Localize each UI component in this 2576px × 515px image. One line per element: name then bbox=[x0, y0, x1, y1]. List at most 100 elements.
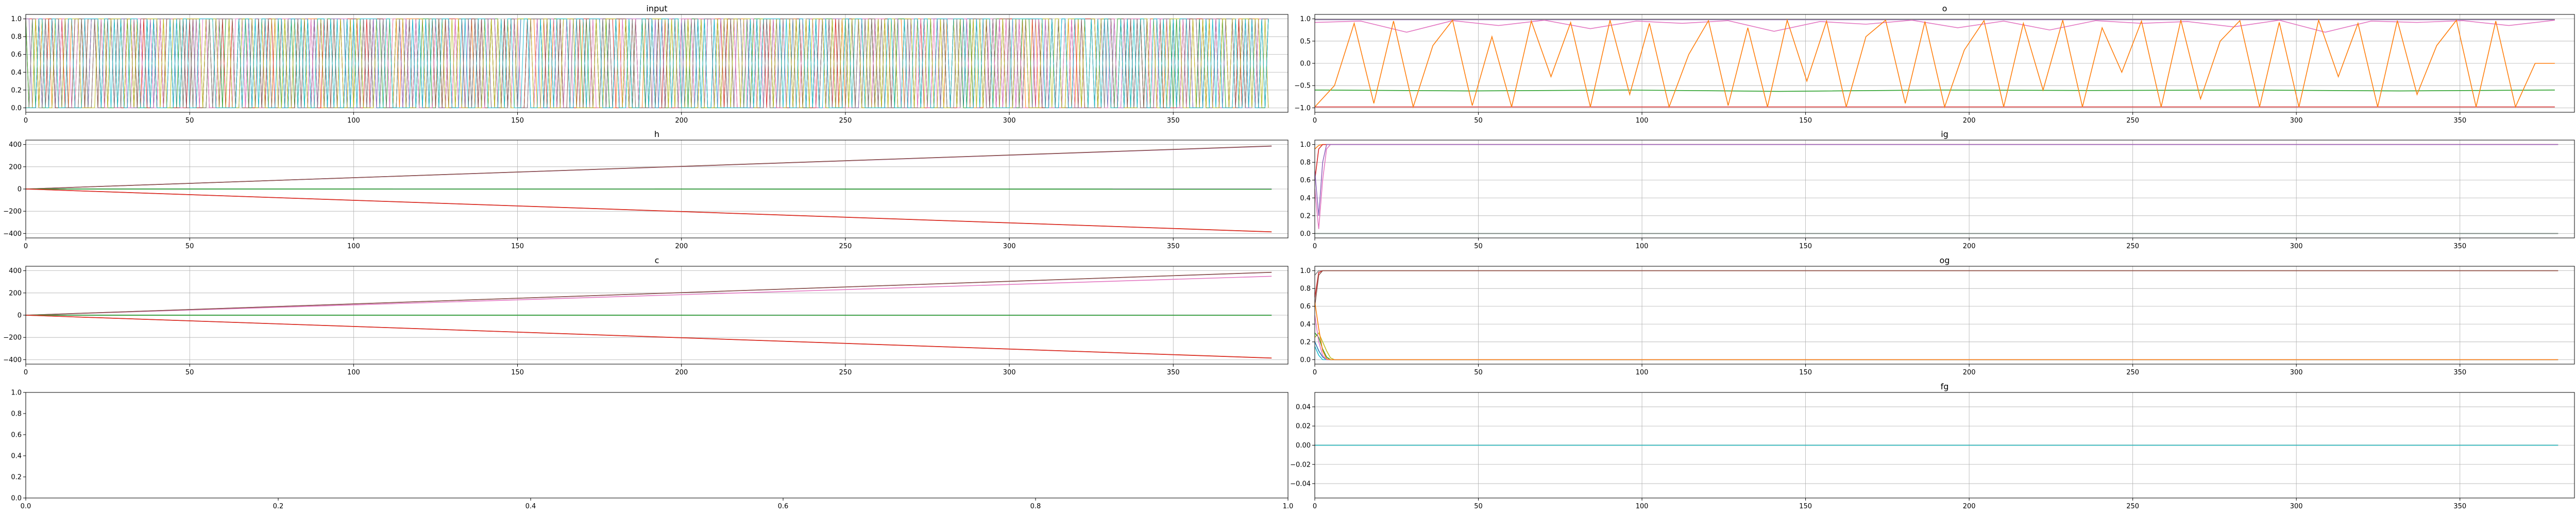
x-tick-label: 0.4 bbox=[526, 503, 536, 510]
x-tick-label: 50 bbox=[1474, 503, 1483, 510]
x-tick-label: 300 bbox=[2290, 243, 2303, 250]
subplot-title: fg bbox=[1941, 382, 1949, 391]
x-tick-label: 300 bbox=[1003, 243, 1016, 250]
x-tick-label: 300 bbox=[1003, 117, 1016, 125]
series-line bbox=[1315, 315, 2558, 360]
series-line bbox=[1315, 332, 2558, 360]
x-tick-label: 200 bbox=[1963, 243, 1976, 250]
y-tick-label: 0.0 bbox=[11, 105, 22, 112]
plot-area-h bbox=[26, 145, 1272, 233]
x-tick-label: 150 bbox=[1799, 243, 1812, 250]
y-tick-label: 400 bbox=[9, 267, 22, 275]
y-tick-label: 0.2 bbox=[1300, 212, 1311, 220]
y-tick-label: 0.2 bbox=[11, 474, 22, 482]
y-tick-label: −400 bbox=[3, 230, 22, 238]
x-tick-label: 150 bbox=[1799, 503, 1812, 510]
x-tick-label: 0 bbox=[1313, 243, 1317, 250]
y-tick-label: −0.5 bbox=[1294, 82, 1311, 90]
y-tick-label: 0.0 bbox=[1300, 60, 1311, 68]
x-tick-label: 100 bbox=[1636, 117, 1649, 125]
x-tick-label: 100 bbox=[347, 243, 360, 250]
subplot-og: 0 50 100 150 200 250 300 350 0.0 0.2 0.4 0.6 0.8 1.0 o… bbox=[1300, 255, 2575, 376]
y-tick-label: 200 bbox=[9, 289, 22, 297]
y-tick-label: 1.0 bbox=[1300, 141, 1311, 149]
x-tick-label: 150 bbox=[511, 369, 524, 376]
subplot-title: og bbox=[1940, 255, 1950, 265]
series-line bbox=[1315, 90, 2555, 92]
x-tick-label: 100 bbox=[1636, 369, 1649, 376]
series-line bbox=[1315, 270, 2558, 276]
plot-area-c bbox=[26, 271, 1272, 359]
y-tick-label: 0 bbox=[18, 312, 22, 320]
x-tick-label: 250 bbox=[2126, 369, 2139, 376]
series-line bbox=[26, 19, 1269, 108]
x-tick-label: 150 bbox=[511, 243, 524, 250]
y-tick-label: 0.04 bbox=[1296, 403, 1311, 411]
x-tick-label: 50 bbox=[185, 369, 194, 376]
y-tick-label: 400 bbox=[9, 141, 22, 149]
plot-area-ig bbox=[1315, 144, 2558, 234]
y-tick-label: 0.6 bbox=[1300, 303, 1311, 311]
series-line bbox=[1315, 270, 2558, 306]
x-tick-label: 0 bbox=[24, 243, 28, 250]
y-tick-label: −200 bbox=[3, 208, 22, 216]
y-tick-label: −200 bbox=[3, 334, 22, 342]
subplot-input: 0 50 100 150 200 250 300 350 0.0 0.2 0.4 0.6 0.8 1.0 i… bbox=[11, 4, 1289, 125]
axes-frame bbox=[1314, 140, 2575, 238]
plot-area-input bbox=[26, 19, 1269, 108]
y-tick-label: 0.8 bbox=[1300, 285, 1311, 293]
series-line bbox=[1315, 144, 2558, 216]
y-tick-label: 0.4 bbox=[11, 453, 22, 460]
x-tick-label: 50 bbox=[185, 243, 194, 250]
y-tick-label: 0.0 bbox=[1300, 230, 1311, 238]
y-tick-label: 0.2 bbox=[1300, 338, 1311, 346]
series-line bbox=[1315, 144, 2558, 149]
x-tick-label: 50 bbox=[1474, 369, 1483, 376]
x-tick-label: 350 bbox=[2453, 117, 2466, 125]
y-tick-label: 0.8 bbox=[11, 33, 22, 41]
y-tick-label: −0.02 bbox=[1290, 461, 1311, 469]
x-tick-label: 350 bbox=[1167, 369, 1180, 376]
x-tick-label: 0 bbox=[1313, 503, 1317, 510]
y-tick-label: 1.0 bbox=[11, 15, 22, 23]
subplot-title: ig bbox=[1941, 129, 1948, 139]
x-tick-label: 200 bbox=[675, 117, 688, 125]
y-tick-label: 0.00 bbox=[1296, 442, 1311, 450]
x-tick-label: 0 bbox=[24, 369, 28, 376]
series-line bbox=[26, 276, 1272, 316]
y-tick-label: 0.02 bbox=[1296, 423, 1311, 431]
axes-frame bbox=[25, 392, 1289, 499]
axes-frame bbox=[25, 14, 1289, 113]
series-line bbox=[1315, 346, 2558, 360]
x-tick-label: 50 bbox=[185, 117, 194, 125]
x-tick-label: 100 bbox=[347, 369, 360, 376]
y-tick-label: 0.2 bbox=[11, 87, 22, 94]
x-tick-label: 50 bbox=[1474, 243, 1483, 250]
plot-area-o bbox=[1315, 19, 2555, 109]
y-tick-label: 0.0 bbox=[1300, 356, 1311, 364]
subplot-title: c bbox=[655, 255, 659, 265]
x-tick-label: 100 bbox=[1636, 243, 1649, 250]
y-tick-label: 1.0 bbox=[1300, 267, 1311, 275]
x-tick-label: 300 bbox=[2290, 369, 2303, 376]
x-tick-label: 350 bbox=[1167, 243, 1180, 250]
x-tick-label: 350 bbox=[2453, 369, 2466, 376]
y-tick-label: −1.0 bbox=[1294, 105, 1311, 112]
y-tick-label: −0.04 bbox=[1290, 480, 1311, 488]
y-tick-label: 0.6 bbox=[1300, 177, 1311, 184]
subplot-title: o bbox=[1942, 4, 1947, 13]
x-tick-label: 350 bbox=[2453, 243, 2466, 250]
x-tick-label: 300 bbox=[2290, 117, 2303, 125]
y-tick-label: 0.6 bbox=[11, 432, 22, 439]
y-tick-label: 200 bbox=[9, 163, 22, 171]
x-tick-label: 200 bbox=[1963, 503, 1976, 510]
y-tick-label: 0 bbox=[18, 186, 22, 194]
series-line bbox=[26, 315, 1272, 359]
x-tick-label: 0 bbox=[24, 117, 28, 125]
x-tick-label: 250 bbox=[839, 243, 852, 250]
x-tick-label: 0 bbox=[1313, 369, 1317, 376]
y-tick-label: 1.0 bbox=[11, 389, 22, 397]
x-tick-label: 0.2 bbox=[273, 503, 284, 510]
y-tick-label: 0.4 bbox=[1300, 195, 1311, 202]
axes-frame bbox=[1314, 266, 2575, 365]
